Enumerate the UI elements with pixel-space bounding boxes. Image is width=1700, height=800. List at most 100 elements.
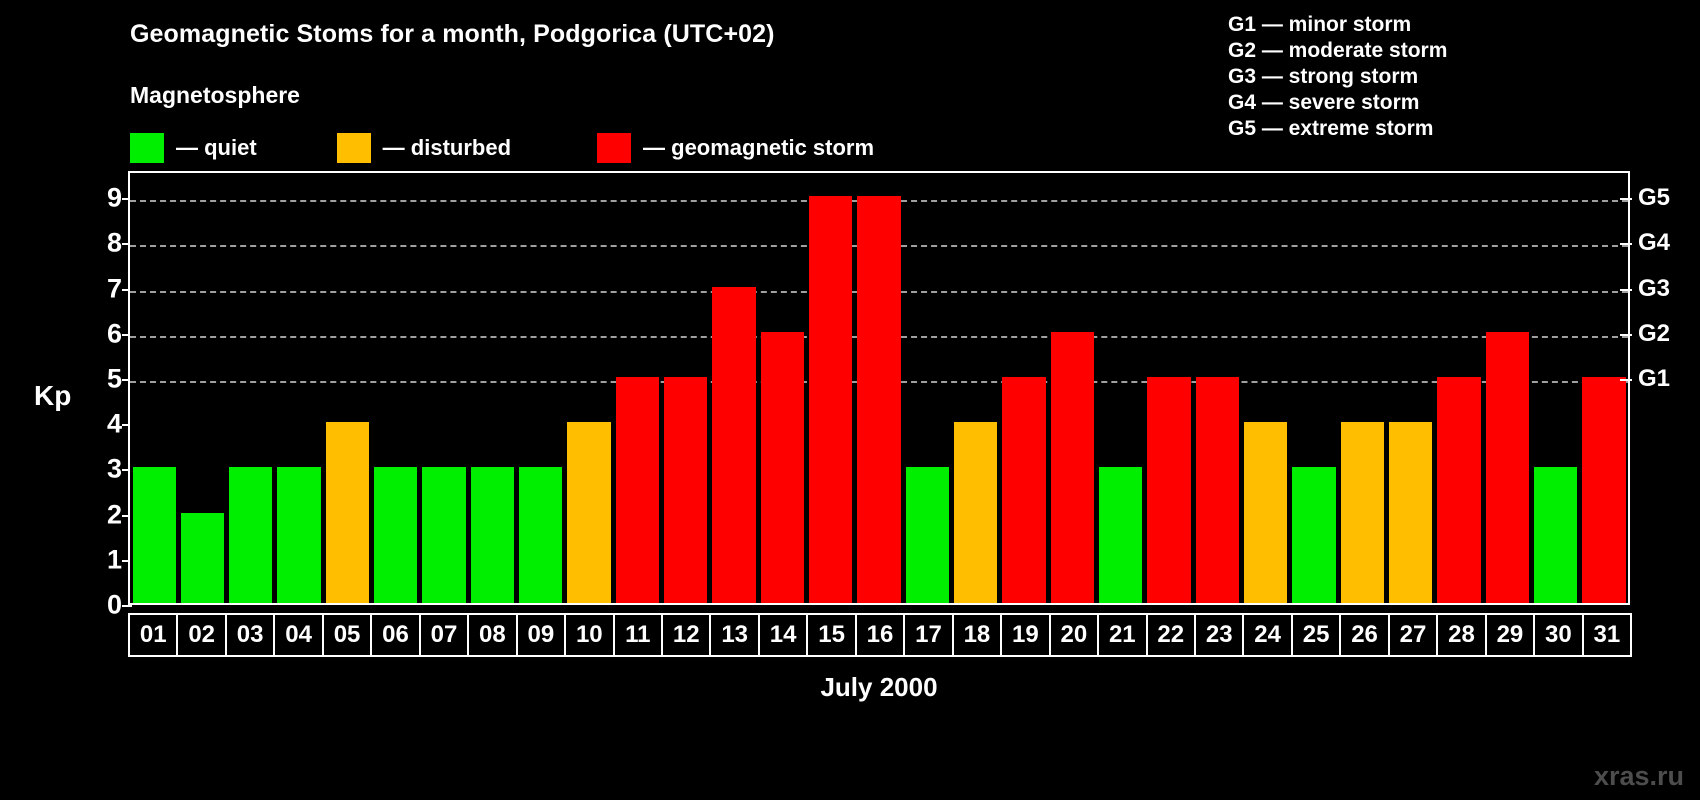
bar-day-13[interactable] xyxy=(712,286,756,603)
bar-day-18[interactable] xyxy=(954,422,998,603)
bar-day-06[interactable] xyxy=(374,467,418,603)
day-label-12[interactable]: 12 xyxy=(660,613,712,657)
day-label-25[interactable]: 25 xyxy=(1290,613,1342,657)
bar-cell-18[interactable] xyxy=(952,173,1000,603)
bar-day-01[interactable] xyxy=(132,467,176,603)
day-label-22[interactable]: 22 xyxy=(1145,613,1196,657)
bar-day-31[interactable] xyxy=(1582,376,1626,603)
day-label-01[interactable]: 01 xyxy=(128,613,179,657)
g-tick-label-G5: G5 xyxy=(1638,184,1671,212)
bar-cell-20[interactable] xyxy=(1048,173,1096,603)
day-label-10[interactable]: 10 xyxy=(564,613,615,657)
bar-day-17[interactable] xyxy=(905,467,950,603)
y-tick-label-9: 9 xyxy=(106,182,122,213)
bar-cell-22[interactable] xyxy=(1145,173,1193,603)
bar-cell-03[interactable] xyxy=(227,173,275,603)
day-label-18[interactable]: 18 xyxy=(951,613,1003,657)
day-label-23[interactable]: 23 xyxy=(1193,613,1245,657)
bar-cell-26[interactable] xyxy=(1338,173,1386,603)
day-label-09[interactable]: 09 xyxy=(515,613,567,657)
day-label-28[interactable]: 28 xyxy=(1436,613,1487,657)
bar-day-08[interactable] xyxy=(470,467,515,603)
bar-day-25[interactable] xyxy=(1292,467,1336,603)
bar-day-28[interactable] xyxy=(1437,376,1481,603)
day-label-31[interactable]: 31 xyxy=(1581,613,1633,657)
bar-cell-07[interactable] xyxy=(420,173,468,603)
day-label-08[interactable]: 08 xyxy=(467,613,518,657)
day-label-03[interactable]: 03 xyxy=(224,613,276,657)
legend-label-quiet: — quiet xyxy=(176,135,257,160)
bar-day-21[interactable] xyxy=(1099,467,1143,603)
bar-cell-06[interactable] xyxy=(372,173,420,603)
bar-cell-29[interactable] xyxy=(1483,173,1531,603)
g-tick-mark-G1 xyxy=(1620,378,1632,381)
day-label-07[interactable]: 07 xyxy=(418,613,470,657)
bar-cell-19[interactable] xyxy=(1000,173,1048,603)
bar-cell-17[interactable] xyxy=(903,173,951,603)
bar-day-26[interactable] xyxy=(1340,422,1385,603)
bar-cell-30[interactable] xyxy=(1532,173,1580,603)
bar-cell-08[interactable] xyxy=(468,173,516,603)
bar-cell-09[interactable] xyxy=(517,173,565,603)
bar-day-19[interactable] xyxy=(1002,376,1046,603)
legend-swatch-quiet xyxy=(130,133,164,163)
y-axis-title: Kp xyxy=(34,380,72,411)
bar-cell-25[interactable] xyxy=(1290,173,1338,603)
bar-cell-02[interactable] xyxy=(178,173,226,603)
bar-day-24[interactable] xyxy=(1244,422,1288,603)
bar-day-27[interactable] xyxy=(1389,422,1433,603)
day-label-06[interactable]: 06 xyxy=(370,613,421,657)
bar-cell-23[interactable] xyxy=(1193,173,1241,603)
bar-day-04[interactable] xyxy=(277,467,321,603)
day-label-11[interactable]: 11 xyxy=(612,613,663,657)
bar-cell-28[interactable] xyxy=(1435,173,1483,603)
bar-cell-04[interactable] xyxy=(275,173,323,603)
day-label-16[interactable]: 16 xyxy=(854,613,906,657)
bar-cell-01[interactable] xyxy=(130,173,178,603)
day-label-29[interactable]: 29 xyxy=(1484,613,1536,657)
bar-cell-15[interactable] xyxy=(807,173,855,603)
bar-cell-24[interactable] xyxy=(1242,173,1290,603)
bar-day-09[interactable] xyxy=(519,467,563,603)
bar-cell-05[interactable] xyxy=(323,173,371,603)
day-label-24[interactable]: 24 xyxy=(1242,613,1293,657)
bar-day-03[interactable] xyxy=(229,467,273,603)
bar-cell-16[interactable] xyxy=(855,173,903,603)
day-label-14[interactable]: 14 xyxy=(757,613,809,657)
bar-day-10[interactable] xyxy=(567,422,611,603)
bar-cell-12[interactable] xyxy=(662,173,710,603)
bar-day-12[interactable] xyxy=(664,376,708,603)
bar-day-29[interactable] xyxy=(1485,331,1530,603)
day-label-15[interactable]: 15 xyxy=(806,613,857,657)
bar-day-05[interactable] xyxy=(325,422,370,603)
bar-day-16[interactable] xyxy=(857,196,901,603)
y-tick-label-2: 2 xyxy=(106,499,122,530)
bar-day-22[interactable] xyxy=(1147,376,1191,603)
bar-day-15[interactable] xyxy=(809,196,853,603)
bar-day-30[interactable] xyxy=(1534,467,1578,603)
day-label-21[interactable]: 21 xyxy=(1097,613,1148,657)
day-label-13[interactable]: 13 xyxy=(709,613,760,657)
bar-cell-13[interactable] xyxy=(710,173,758,603)
day-label-19[interactable]: 19 xyxy=(1000,613,1051,657)
bar-cell-31[interactable] xyxy=(1580,173,1628,603)
bar-day-02[interactable] xyxy=(180,512,225,603)
day-label-04[interactable]: 04 xyxy=(273,613,324,657)
bar-day-23[interactable] xyxy=(1195,376,1240,603)
bar-day-11[interactable] xyxy=(615,376,660,603)
day-label-02[interactable]: 02 xyxy=(176,613,227,657)
day-label-05[interactable]: 05 xyxy=(321,613,373,657)
day-label-26[interactable]: 26 xyxy=(1339,613,1390,657)
day-label-20[interactable]: 20 xyxy=(1048,613,1100,657)
bar-day-20[interactable] xyxy=(1050,331,1095,603)
bar-cell-11[interactable] xyxy=(613,173,661,603)
bar-cell-27[interactable] xyxy=(1387,173,1435,603)
bar-cell-10[interactable] xyxy=(565,173,613,603)
day-label-27[interactable]: 27 xyxy=(1387,613,1439,657)
bar-cell-14[interactable] xyxy=(758,173,806,603)
day-label-17[interactable]: 17 xyxy=(903,613,954,657)
bar-day-14[interactable] xyxy=(760,331,805,603)
bar-day-07[interactable] xyxy=(422,467,466,603)
bar-cell-21[interactable] xyxy=(1097,173,1145,603)
day-label-30[interactable]: 30 xyxy=(1533,613,1584,657)
